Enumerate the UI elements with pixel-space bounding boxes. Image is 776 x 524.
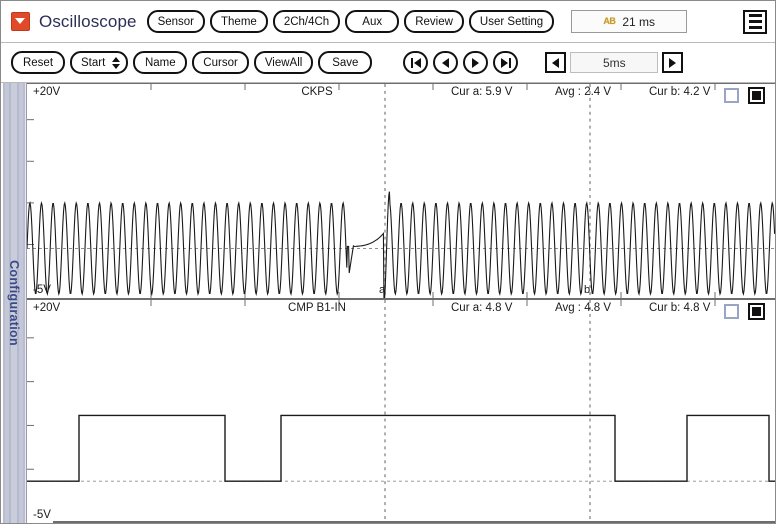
cursor-b-tag: b [584, 284, 591, 296]
channel-2-select-radio[interactable] [748, 303, 765, 320]
channel-2-top-ticks [150, 300, 716, 306]
skip-first-icon[interactable] [403, 51, 429, 74]
ch-mode-button[interactable]: 2Ch/4Ch [272, 10, 341, 33]
second-toolbar: Reset Start Name Cursor ViewAll Save [1, 43, 775, 83]
spinner-up-icon[interactable] [112, 56, 121, 62]
cursor-a-tag: a [379, 284, 386, 296]
menu-bar-3 [748, 26, 762, 29]
dropdown-triangle-icon[interactable] [11, 12, 30, 31]
timebase-dec-triangle [552, 57, 560, 68]
sidebar-item-label: Configuration [6, 260, 21, 346]
channel-1-bottom-ticks [150, 292, 716, 298]
skip-last-icon[interactable] [493, 51, 519, 74]
scope-body: Configuration [1, 83, 775, 523]
skip-last-triangle [500, 57, 508, 68]
channel-1-bottom-voltage: -5V [33, 284, 51, 296]
review-button[interactable]: Review [404, 10, 464, 33]
channel-2-radio-dot [752, 307, 761, 316]
step-forward-icon[interactable] [463, 51, 489, 74]
channel-1-radio-dot [752, 91, 761, 100]
start-label: Start [81, 56, 106, 69]
channel-2-left-ticks [27, 337, 34, 470]
triangle-right-icon[interactable] [662, 52, 684, 73]
skip-last-bar [508, 57, 512, 68]
triangle-left-icon[interactable] [545, 52, 567, 73]
skip-first-triangle [414, 57, 422, 68]
aux-button[interactable]: Aux [345, 10, 400, 33]
channel-2-visibility-checkbox[interactable] [724, 304, 739, 319]
cursor-button[interactable]: Cursor [192, 51, 249, 74]
channel-1-visibility-checkbox[interactable] [724, 88, 739, 103]
user-setting-button[interactable]: User Setting [468, 10, 555, 33]
channel-2-bottom-voltage: -5V [33, 509, 51, 521]
timebase-inc-triangle [669, 57, 677, 68]
step-back-icon[interactable] [433, 51, 459, 74]
save-button[interactable]: Save [318, 51, 373, 74]
channel-1-top-ticks [150, 84, 716, 90]
step-forward-triangle [472, 57, 480, 68]
channel-1-select-radio[interactable] [748, 87, 765, 104]
menu-bar-1 [748, 14, 762, 17]
skip-first-bar [410, 57, 414, 68]
page-title: Oscilloscope [39, 11, 137, 31]
ab-time-readout: AB 21 ms [571, 10, 688, 33]
name-button[interactable]: Name [133, 51, 188, 74]
spinner-arrows-icon[interactable] [112, 56, 121, 69]
menu-bar-2 [748, 20, 762, 23]
channel-1-graph [27, 84, 775, 298]
reset-button[interactable]: Reset [11, 51, 65, 74]
sidebar-configuration-tab[interactable]: Configuration [1, 83, 27, 523]
ab-time-value: 21 ms [622, 14, 656, 29]
channel-2-waveform [27, 414, 775, 482]
hamburger-menu-icon[interactable] [743, 9, 767, 34]
plot-bottom-rule [53, 521, 775, 523]
timebase-stepper: 5ms [545, 52, 684, 73]
theme-button[interactable]: Theme [210, 10, 268, 33]
playback-nav-group [403, 51, 523, 74]
ab-cursor-icon: AB [603, 16, 616, 26]
sensor-button[interactable]: Sensor [146, 10, 206, 33]
plot-stack: +20V CKPS Cur a: 5.9 V Avg : 2.4 V Cur b… [27, 83, 775, 523]
channel-1-plot[interactable]: +20V CKPS Cur a: 5.9 V Avg : 2.4 V Cur b… [27, 83, 775, 299]
spinner-down-icon[interactable] [112, 63, 121, 69]
viewall-button[interactable]: ViewAll [253, 51, 314, 74]
timebase-value[interactable]: 5ms [570, 52, 659, 73]
channel-2-graph [27, 300, 775, 523]
step-back-triangle [442, 57, 450, 68]
top-toolbar: Oscilloscope Sensor Theme 2Ch/4Ch Aux Re… [1, 1, 775, 43]
channel-2-plot[interactable]: +20V CMP B1-IN Cur a: 4.8 V Avg : 4.8 V … [27, 299, 775, 523]
channel-1-waveform [27, 191, 775, 298]
start-stepper[interactable]: Start [70, 51, 129, 74]
